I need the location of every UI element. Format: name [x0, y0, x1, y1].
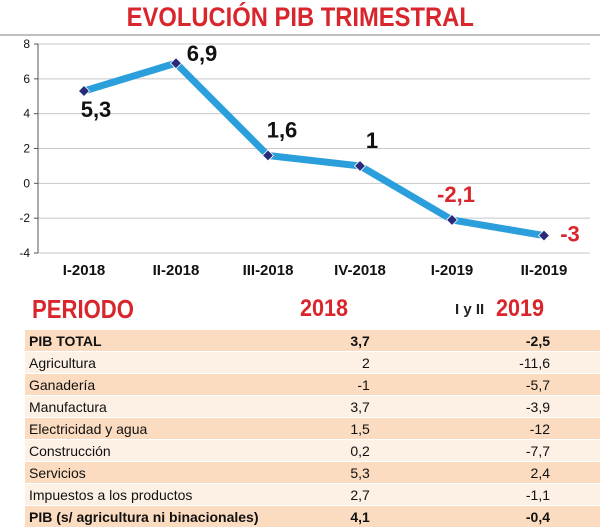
row-label: Manufactura [25, 395, 328, 418]
row-value-2019: -2,5 [519, 330, 600, 352]
table-row: Servicios 5,3 2,4 [25, 461, 600, 484]
row-label: PIB (s/ agricultura ni binacionales) [25, 505, 328, 528]
grid-lines [38, 43, 590, 254]
row-value-2019: -0,4 [519, 505, 600, 528]
row-value-2019: -3,9 [519, 395, 600, 418]
row-value-2019: -12 [519, 417, 600, 440]
data-label-3: 1 [366, 128, 378, 153]
row-value-2019: -5,7 [519, 373, 600, 396]
marker-1 [169, 57, 183, 70]
row-value-2019: -7,7 [519, 439, 600, 462]
x-tick-label-1: II-2018 [153, 262, 200, 279]
sector-table-body: PIB TOTAL 3,7 -2,5 Agricultura 2 -11,6 Ganader… [25, 330, 600, 528]
marker-2 [261, 149, 275, 162]
data-labels: 5,3 6,9 1,6 1 -2,1 -3 [81, 41, 580, 246]
x-axis: I-2018 II-2018 III-2018 IV-2018 I-2019 II-201… [63, 262, 568, 279]
x-tick-label-2: III-2018 [243, 262, 294, 279]
row-label: Servicios [25, 461, 328, 484]
row-value-2019: 2,4 [519, 461, 600, 484]
row-spacer [369, 461, 520, 484]
row-value-2018: 2,7 [327, 483, 370, 506]
row-spacer [369, 417, 520, 440]
row-label: Ganadería [25, 373, 328, 396]
header-i-y-ii: I y II [455, 301, 485, 318]
row-value-2018: 1,5 [327, 417, 370, 440]
row-value-2018: 4,1 [327, 505, 370, 528]
table-row: Manufactura 3,7 -3,9 [25, 395, 600, 418]
chart-title-wrap: EVOLUCIÓN PIB TRIMESTRAL [0, 0, 600, 34]
row-value-2018: 0,2 [327, 439, 370, 462]
sector-table: PIB TOTAL 3,7 -2,5 Agricultura 2 -11,6 Ganader… [25, 330, 600, 528]
row-spacer [369, 483, 520, 506]
x-tick-label-3: IV-2018 [334, 262, 386, 279]
x-tick-label-5: II-2019 [521, 262, 568, 279]
table-header: PERIODO 2018 I y II 2019 [0, 290, 600, 328]
y-tick-label-2: 0 [23, 176, 30, 190]
row-value-2019: -1,1 [519, 483, 600, 506]
y-tick-label-6: 8 [23, 37, 30, 51]
marker-0 [77, 84, 91, 98]
row-spacer [369, 373, 520, 396]
row-value-2018: 3,7 [327, 395, 370, 418]
marker-3 [353, 159, 367, 172]
data-label-5: -3 [560, 222, 580, 247]
series-line [80, 59, 548, 240]
table-row: Ganadería -1 -5,7 [25, 373, 600, 396]
header-periodo: PERIODO [32, 294, 134, 324]
row-label: PIB TOTAL [25, 330, 328, 352]
y-tick-label-1: -2 [19, 211, 30, 225]
row-spacer [369, 330, 520, 352]
y-axis: -4 -2 0 2 4 6 8 [19, 37, 39, 260]
row-value-2018: 5,3 [327, 461, 370, 484]
data-label-0: 5,3 [81, 97, 112, 122]
y-tick-label-5: 6 [23, 72, 30, 86]
data-label-1: 6,9 [187, 41, 218, 66]
y-tick-label-3: 2 [23, 142, 30, 156]
table-row: Construcción 0,2 -7,7 [25, 439, 600, 462]
row-spacer [369, 505, 520, 528]
table-row: PIB TOTAL 3,7 -2,5 [25, 330, 600, 352]
row-value-2018: 3,7 [327, 330, 370, 352]
marker-4 [445, 213, 459, 226]
title-divider [0, 34, 600, 36]
header-2018: 2018 [300, 295, 349, 322]
series-markers [77, 57, 551, 242]
data-label-2: 1,6 [267, 117, 298, 142]
row-value-2018: -1 [327, 373, 370, 396]
row-value-2019: -11,6 [519, 351, 600, 374]
data-label-4: -2,1 [437, 182, 475, 207]
table-row: Agricultura 2 -11,6 [25, 351, 600, 374]
y-tick-label-4: 4 [23, 107, 30, 121]
table-row: Impuestos a los productos 2,7 -1,1 [25, 483, 600, 506]
table-row: Electricidad y agua 1,5 -12 [25, 417, 600, 440]
marker-5 [537, 229, 551, 242]
chart-title: EVOLUCIÓN PIB TRIMESTRAL [126, 2, 474, 32]
row-label: Agricultura [25, 351, 328, 374]
row-label: Impuestos a los productos [25, 483, 328, 506]
table-row: PIB (s/ agricultura ni binacionales) 4,1 -… [25, 505, 600, 528]
row-spacer [369, 439, 520, 462]
header-2019: 2019 [496, 295, 545, 322]
series-line-path [80, 59, 548, 240]
row-label: Construcción [25, 439, 328, 462]
row-spacer [369, 395, 520, 418]
row-value-2018: 2 [327, 351, 370, 374]
row-spacer [369, 351, 520, 374]
x-tick-label-0: I-2018 [63, 262, 106, 279]
y-tick-label-0: -4 [19, 246, 30, 260]
x-tick-label-4: I-2019 [431, 262, 474, 279]
row-label: Electricidad y agua [25, 417, 328, 440]
